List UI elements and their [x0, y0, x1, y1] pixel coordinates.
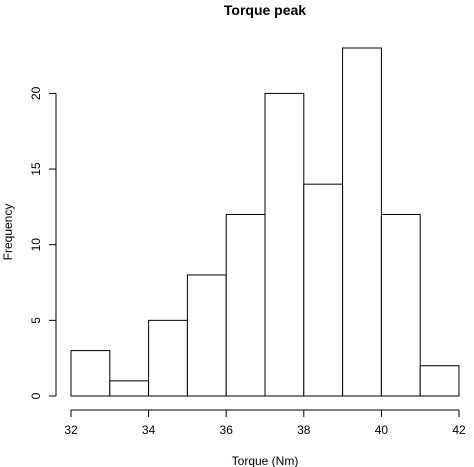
- y-axis-label: Frequency: [1, 204, 15, 261]
- histogram-bar: [342, 47, 382, 397]
- x-tick-label: 32: [64, 423, 78, 437]
- x-tick-label: 42: [452, 423, 466, 437]
- y-tick-label: 0: [29, 392, 43, 399]
- y-tick-label: 15: [29, 162, 43, 176]
- histogram-bar: [225, 213, 266, 397]
- y-tick-label: 20: [29, 86, 43, 100]
- x-tick-label: 38: [297, 423, 311, 437]
- x-axis: 32 34 36 38 40 42: [64, 409, 466, 437]
- y-tick-label: 10: [29, 238, 43, 252]
- histogram-bar: [380, 213, 421, 397]
- x-tick-label: 34: [142, 423, 156, 437]
- histogram-bar: [70, 350, 111, 397]
- bars-group: [70, 47, 460, 397]
- histogram-bar: [186, 274, 227, 397]
- histogram-bar: [148, 319, 188, 397]
- chart-title: Torque peak: [224, 2, 306, 18]
- histogram-bar: [303, 183, 344, 397]
- y-axis: 0 5 10 15 20: [29, 86, 57, 399]
- histogram-bar: [419, 365, 460, 397]
- x-tick-label: 36: [220, 423, 234, 437]
- histogram-bar: [264, 92, 305, 397]
- histogram-bar: [109, 380, 150, 397]
- x-tick-label: 40: [375, 423, 389, 437]
- y-tick-label: 5: [29, 317, 43, 324]
- x-axis-label: Torque (Nm): [232, 454, 299, 467]
